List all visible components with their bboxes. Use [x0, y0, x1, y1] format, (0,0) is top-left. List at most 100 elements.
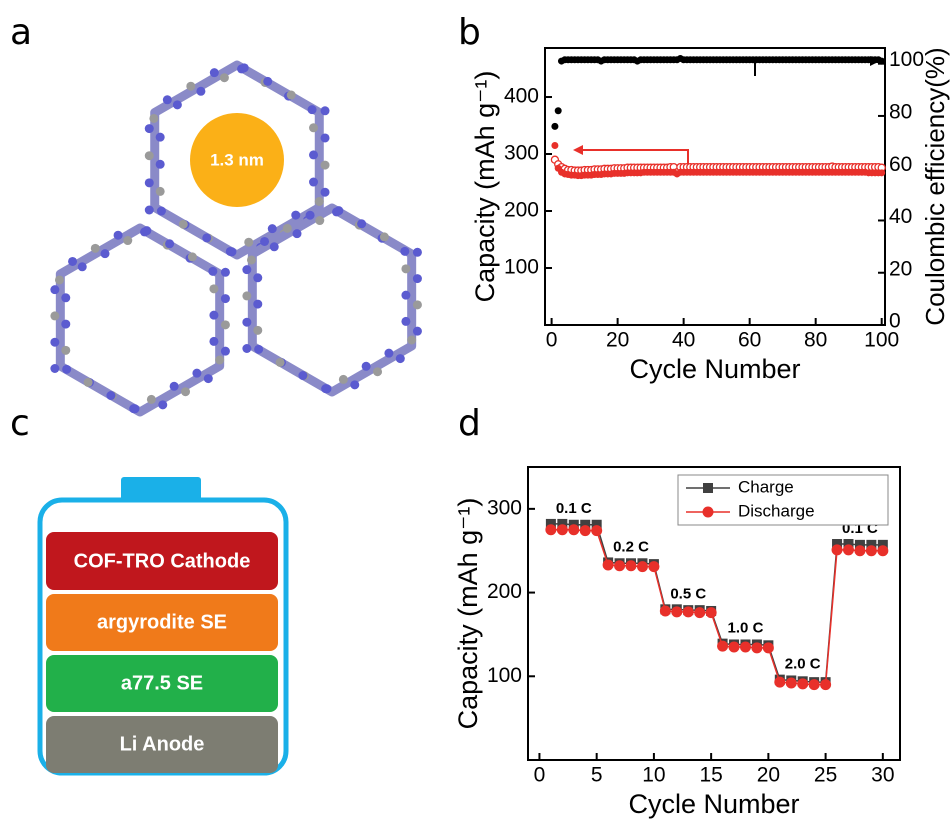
x-tick-label: 60 — [738, 329, 761, 352]
marker — [671, 606, 682, 617]
y2-tick-label: 60 — [889, 153, 912, 176]
x-tick-label: 0 — [546, 329, 558, 352]
y-tick-label: 100 — [487, 664, 522, 687]
atom — [173, 100, 182, 109]
atom — [308, 105, 317, 114]
atom — [407, 336, 416, 345]
atom — [268, 224, 277, 233]
atom — [401, 317, 410, 326]
x-tick-label: 0 — [534, 764, 546, 787]
y-tick-label: 400 — [504, 85, 539, 108]
arrows — [573, 56, 880, 164]
annotation: 1.0 C — [728, 620, 764, 637]
atom — [287, 91, 296, 100]
atom — [181, 387, 190, 396]
atom — [339, 375, 348, 384]
atom — [401, 264, 410, 273]
atom — [270, 242, 279, 251]
marker — [763, 642, 774, 653]
atom — [50, 285, 59, 294]
y2-tick-label: 100 — [889, 48, 924, 71]
marker — [786, 677, 797, 688]
marker — [551, 123, 558, 130]
figure: a b c d 1.3 nm COF-TRO Cathode argyrodit… — [0, 0, 950, 821]
marker — [694, 607, 705, 618]
marker — [557, 524, 568, 535]
marker — [706, 607, 717, 618]
atom — [61, 346, 70, 355]
atom — [384, 349, 393, 358]
marker — [568, 524, 579, 535]
atom — [145, 205, 154, 214]
marker — [843, 544, 854, 555]
marker — [797, 678, 808, 689]
atom — [413, 300, 422, 309]
atom — [240, 63, 249, 72]
atom — [321, 384, 330, 393]
atom — [283, 224, 292, 233]
legend-label: Charge — [738, 477, 794, 496]
atom — [221, 320, 230, 329]
panel-label: d — [458, 403, 481, 444]
atom — [114, 231, 123, 240]
atom — [334, 206, 343, 215]
x-tick-label: 20 — [606, 329, 629, 352]
annotation: 0.1 C — [556, 500, 592, 517]
atom — [357, 219, 366, 228]
atom — [306, 211, 315, 220]
atom — [163, 95, 172, 104]
atom — [242, 344, 251, 353]
y2-tick-label: 20 — [889, 257, 912, 280]
atom — [50, 364, 59, 373]
atom — [149, 114, 158, 123]
panel-label: b — [458, 12, 481, 53]
atom — [106, 391, 115, 400]
marker — [580, 525, 591, 536]
atom — [221, 294, 230, 303]
marker — [878, 58, 885, 65]
panel-label: a — [10, 12, 32, 53]
atom — [91, 244, 100, 253]
x-tick-label: 25 — [814, 764, 837, 787]
atom — [84, 378, 93, 387]
atom — [196, 87, 205, 96]
y-tick-label: 100 — [504, 256, 539, 279]
atom — [373, 367, 382, 376]
annotation: 0.5 C — [670, 585, 706, 602]
marker — [751, 642, 762, 653]
marker — [591, 525, 602, 536]
atom — [321, 106, 330, 115]
atom — [208, 267, 217, 276]
panel-label: c — [10, 403, 30, 444]
atom — [380, 232, 389, 241]
atom — [253, 300, 262, 309]
y-tick-label: 200 — [504, 199, 539, 222]
x-tick-label: 20 — [757, 764, 780, 787]
layer-label: COF-TRO Cathode — [74, 550, 251, 572]
legend-label: Discharge — [738, 501, 815, 520]
layer-label: argyrodite SE — [97, 611, 227, 633]
marker — [866, 545, 877, 556]
atom — [221, 347, 230, 356]
atom — [186, 82, 195, 91]
atom — [156, 133, 165, 142]
atom — [242, 265, 251, 274]
atom — [321, 161, 330, 170]
y-tick-label: 300 — [487, 496, 522, 519]
atom — [362, 362, 371, 371]
atom — [309, 123, 318, 132]
marker — [740, 641, 751, 652]
atom — [129, 404, 138, 413]
atom — [170, 382, 179, 391]
atom — [413, 248, 422, 257]
atom — [396, 354, 405, 363]
atom — [253, 273, 262, 282]
atom — [321, 188, 330, 197]
atom — [247, 255, 256, 264]
marker — [626, 560, 637, 571]
atom — [50, 311, 59, 320]
atom — [244, 238, 253, 247]
atom — [188, 252, 197, 261]
atom — [215, 356, 224, 365]
marker — [854, 545, 865, 556]
